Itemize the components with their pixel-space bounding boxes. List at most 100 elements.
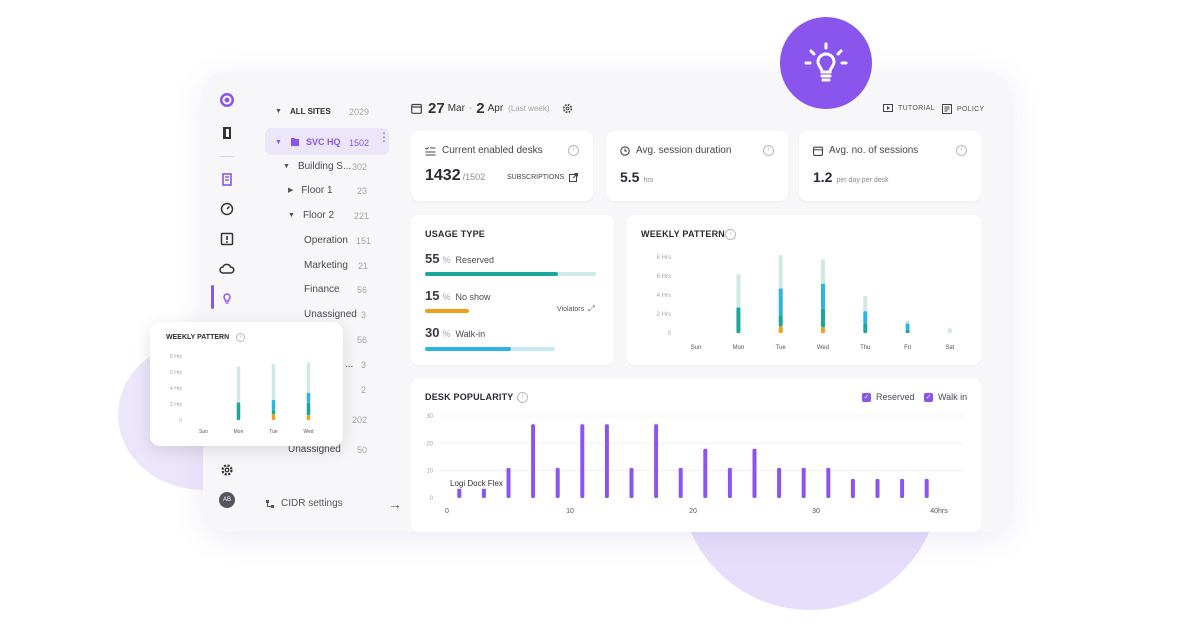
popularity-bar[interactable] [457,487,462,498]
weekly-bar-segment[interactable] [821,308,825,328]
weekly-bar-segment[interactable] [271,414,276,420]
percent-sign: % [442,292,451,302]
weekly-bar-segment[interactable] [947,328,952,333]
info-icon[interactable]: i [517,392,528,403]
weekly-bar-segment[interactable] [905,329,910,333]
x-tick-label: 20 [689,508,697,515]
weekly-bar-segment[interactable] [778,326,783,333]
subscriptions-link[interactable]: SUBSCRIPTIONS [507,173,579,182]
popularity-bar[interactable] [604,424,609,498]
weekly-bar-segment[interactable] [306,415,311,420]
policy-link[interactable]: POLICY [942,104,984,114]
info-icon[interactable]: i [568,145,579,156]
caret-down-icon: ▼ [275,138,282,146]
weekly-bar-segment[interactable] [736,274,741,308]
popularity-bar[interactable] [875,478,880,498]
rail-active-indicator [211,285,214,309]
popularity-bar[interactable] [727,467,732,498]
y-tick-label: 2 Hrs [657,312,671,318]
popularity-bar[interactable] [555,467,560,498]
tree-item-floor2[interactable]: ▼ Floor 2 [288,205,334,225]
popularity-bar[interactable] [481,487,486,498]
violators-link[interactable]: Violators ⤢ [557,304,595,314]
arrow-right-icon[interactable]: → [388,496,402,512]
weekly-bar-segment[interactable] [821,327,825,333]
weekly-bar-segment[interactable] [863,323,868,334]
door-icon[interactable] [217,123,237,143]
tutorial-link[interactable]: TUTORIAL [883,104,935,112]
expand-icon: ⤢ [588,304,595,313]
weekly-bar-segment[interactable] [306,392,311,403]
more-options-icon[interactable]: ⋮ [378,130,390,144]
tree-item-count: 56 [357,285,368,295]
info-icon[interactable]: i [763,145,774,156]
tree-item-building[interactable]: ▼ Building S... [283,156,351,176]
popularity-bar[interactable] [801,467,806,498]
tree-item-finance[interactable]: Finance [304,279,340,299]
weekly-bar-segment[interactable] [863,295,868,312]
gear-icon[interactable] [217,460,237,480]
legend-walk-in[interactable]: ✓ Walk in [924,392,967,402]
weekly-bar-segment[interactable] [236,402,241,420]
weekly-bar-segment[interactable] [306,362,311,393]
popularity-bar[interactable] [654,424,659,498]
weekly-bar-segment[interactable] [236,366,241,403]
weekly-bar-segment[interactable] [736,307,741,333]
popularity-bar[interactable] [629,467,634,498]
weekly-bar-segment[interactable] [778,288,783,315]
x-tick-label: Wed [817,345,829,351]
lightbulb-icon[interactable] [217,288,237,308]
x-tick-label: Sun [691,345,702,351]
weekly-bar-segment[interactable] [863,311,868,324]
popularity-bar[interactable] [678,467,683,498]
logo-icon[interactable] [217,90,237,110]
date-range-bar[interactable]: 27 Mar - 2 Apr (Last week) [411,98,573,118]
weekly-bar-segment[interactable] [271,400,276,410]
popularity-bar[interactable] [506,467,511,498]
gear-icon[interactable] [562,103,573,114]
external-link-icon [569,173,579,182]
avatar[interactable]: AB [217,490,237,510]
weekly-bar-segment[interactable] [271,409,276,415]
info-icon[interactable]: i [956,145,967,156]
weekly-bar-segment[interactable] [306,402,311,416]
cidr-settings-link[interactable]: CIDR settings [265,498,343,509]
stat-label: Avg. session duration [620,145,731,156]
popularity-bar[interactable] [826,467,831,498]
tree-item-count: 2029 [349,107,370,117]
popularity-bar[interactable] [924,478,929,498]
cloud-icon[interactable] [217,259,237,279]
popularity-bar[interactable] [531,424,536,498]
tree-item-truncated[interactable]: ... [345,354,353,374]
weekly-bar-segment[interactable] [905,323,910,330]
alert-icon[interactable] [217,229,237,249]
tree-item-unassigned[interactable]: Unassigned [288,439,341,459]
popularity-bar[interactable] [900,478,905,498]
popularity-bar[interactable] [580,424,585,498]
legend-reserved[interactable]: ✓ Reserved [862,392,915,402]
tree-item-operation[interactable]: Operation [304,230,348,250]
tree-item-all-sites[interactable]: ▼ ALL SITES [275,101,331,121]
weekly-bar-segment[interactable] [905,320,910,324]
popularity-bar[interactable] [752,448,757,498]
tree-item-unassigned[interactable]: Unassigned [304,304,357,324]
popularity-bar[interactable] [703,448,708,498]
tree-item-svc-hq[interactable]: ▼ SVC HQ [275,132,340,152]
gauge-icon[interactable] [217,199,237,219]
weekly-bar-segment[interactable] [821,258,825,284]
weekly-bar-segment[interactable] [778,314,783,327]
weekly-bar-segment[interactable] [271,364,276,400]
weekly-bar-segment[interactable] [778,255,783,289]
weekly-bar-segment[interactable] [821,283,825,309]
usage-bar-fill [425,272,559,276]
tree-item-label: ... [345,358,354,370]
info-icon[interactable]: i [236,333,245,342]
building-icon[interactable] [217,169,237,189]
tree-item-floor1[interactable]: ▶ Floor 1 [288,180,333,200]
popularity-bar[interactable] [777,467,782,498]
popularity-bar[interactable] [850,478,855,498]
weekly-pattern-chart: 8 Hrs 6 Hrs 4 Hrs 2 Hrs 0 Sun Mon Tue Wed Thu Fri S… [657,255,955,351]
info-icon[interactable]: i [725,229,736,240]
avatar-initials: AB [219,492,235,508]
tree-item-marketing[interactable]: Marketing [304,255,348,275]
